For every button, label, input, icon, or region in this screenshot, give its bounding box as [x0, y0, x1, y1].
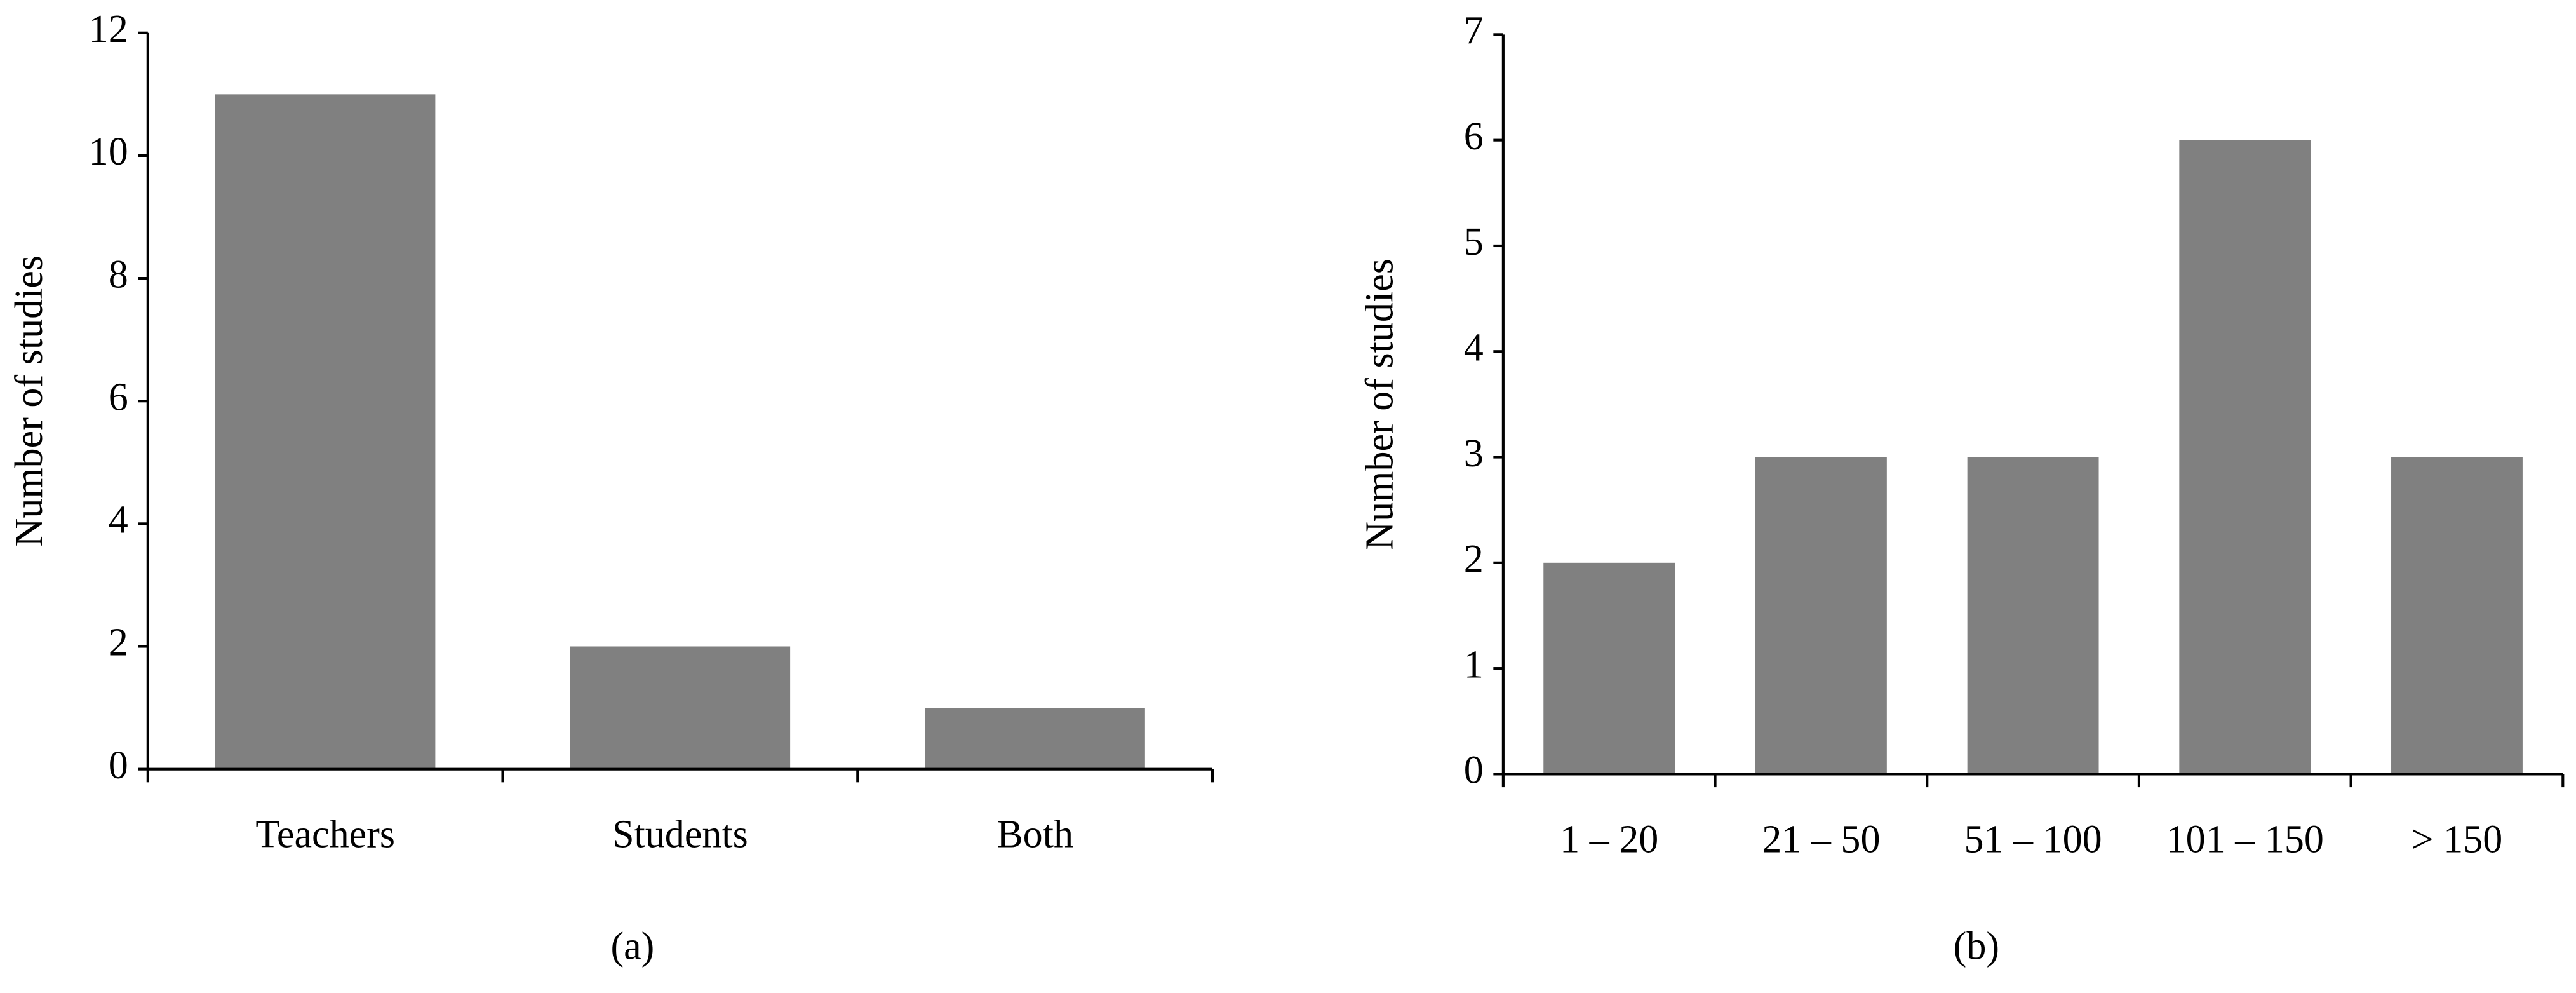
y-tick-label: 4 — [109, 499, 128, 542]
bar — [1755, 457, 1887, 774]
y-tick-label: 5 — [1464, 220, 1484, 264]
y-tick-label: 8 — [109, 253, 128, 296]
y-axis-title: Number of studies — [8, 255, 51, 547]
caption: (b) — [1954, 924, 1999, 968]
y-tick-label: 0 — [1464, 749, 1484, 792]
y-tick-label: 10 — [89, 130, 128, 173]
x-tick-label: Teachers — [255, 813, 395, 856]
x-tick-label: Both — [996, 813, 1073, 856]
y-tick-label: 4 — [1464, 326, 1484, 369]
x-tick-label: 21 – 50 — [1762, 818, 1880, 861]
caption: (a) — [610, 924, 654, 968]
y-tick-label: 3 — [1464, 432, 1484, 475]
y-tick-label: 1 — [1464, 643, 1484, 686]
bar — [1543, 562, 1675, 774]
bar — [2179, 140, 2311, 774]
y-tick-label: 2 — [109, 621, 128, 665]
y-tick-label: 6 — [1464, 115, 1484, 158]
y-tick-label: 7 — [1464, 10, 1484, 53]
x-tick-label: 101 – 150 — [2166, 818, 2324, 861]
y-tick-label: 2 — [1464, 537, 1484, 581]
y-tick-label: 0 — [109, 744, 128, 787]
bar — [570, 646, 791, 769]
bar — [2391, 457, 2523, 774]
bar — [1967, 457, 2099, 774]
x-tick-label: 51 – 100 — [1964, 818, 2102, 861]
y-tick-label: 12 — [89, 8, 128, 51]
y-tick-label: 6 — [109, 375, 128, 419]
y-axis-title: Number of studies — [1358, 259, 1401, 550]
x-tick-label: Students — [612, 813, 748, 856]
x-tick-label: > 150 — [2412, 818, 2503, 861]
bar — [215, 94, 436, 769]
bar — [925, 708, 1145, 769]
x-tick-label: 1 – 20 — [1560, 818, 1658, 861]
